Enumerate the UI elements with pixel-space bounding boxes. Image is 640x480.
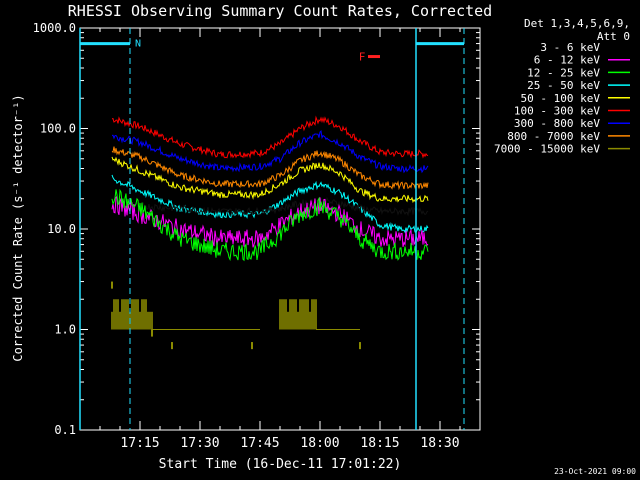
legend-label-6: 300 - 800 keV [514,117,600,130]
x-tick-label: 18:30 [420,436,459,451]
x-tick-label: 17:15 [120,436,159,451]
y-tick-label: 1000.0 [33,21,76,35]
x-tick-label: 18:00 [300,436,339,451]
y-axis-label-text: Corrected Count Rate (s⁻¹ detector⁻¹) [11,94,25,361]
series-line-7 [111,146,429,191]
series-line-5 [111,115,429,159]
legend-header-line-1: Det 1,3,4,5,6,9, [524,17,630,30]
y-tick-label: 0.1 [54,423,76,437]
legend-label-8: 7000 - 15000 keV [494,143,600,156]
y-axis-label: Corrected Count Rate (s⁻¹ detector⁻¹) [11,94,25,361]
legend-label-5: 100 - 300 keV [514,105,600,118]
y-tick-label: 10.0 [47,222,76,236]
x-tick-label: 17:30 [180,436,219,451]
series-line-6 [111,130,429,174]
series-line-4 [111,156,429,204]
annotation-f: F [359,51,366,64]
legend-label-0: 3 - 6 keV [540,41,600,54]
legend-label-2: 12 - 25 keV [527,66,600,79]
footer-timestamp: 23-Oct-2021 09:00 [554,467,636,476]
legend-header-line-2: Att 0 [597,30,630,43]
series-line-1 [111,195,429,248]
series-line-2 [111,188,429,262]
y-tick-label: 1.0 [54,323,76,337]
legend-label-4: 50 - 100 keV [521,92,601,105]
legend-label-1: 6 - 12 keV [534,54,601,67]
chart-title: RHESSI Observing Summary Count Rates, Co… [68,2,492,20]
legend-label-3: 25 - 50 keV [527,79,600,92]
x-axis-label: Start Time (16-Dec-11 17:01:22) [159,457,402,472]
x-tick-label: 18:15 [360,436,399,451]
x-tick-label: 17:45 [240,436,279,451]
annotation-n: N [135,39,141,50]
series-line-0 [111,196,429,217]
legend-label-7: 800 - 7000 keV [507,130,600,143]
series-line-3 [111,174,429,234]
y-tick-label: 100.0 [40,122,76,136]
